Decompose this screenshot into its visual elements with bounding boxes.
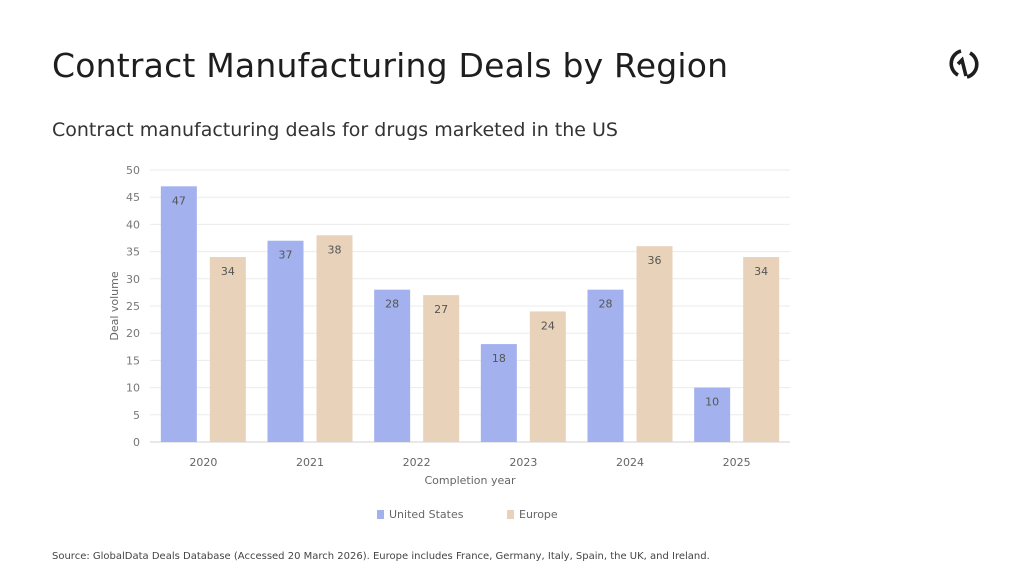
bar-united-states-2023 bbox=[480, 344, 517, 442]
x-tick-label: 2020 bbox=[189, 456, 217, 469]
bar-united-states-2020 bbox=[160, 186, 197, 442]
x-tick-label: 2023 bbox=[509, 456, 537, 469]
data-label: 18 bbox=[492, 352, 506, 365]
y-tick-label: 30 bbox=[126, 273, 140, 286]
x-tick-label: 2021 bbox=[296, 456, 324, 469]
data-label: 47 bbox=[172, 194, 186, 207]
data-label: 28 bbox=[385, 298, 399, 311]
source-note: Source: GlobalData Deals Database (Acces… bbox=[52, 551, 710, 562]
y-tick-label: 40 bbox=[126, 218, 140, 231]
legend-swatch bbox=[507, 510, 514, 519]
data-label: 28 bbox=[599, 298, 613, 311]
legend-label: United States bbox=[389, 508, 464, 521]
x-tick-label: 2025 bbox=[723, 456, 751, 469]
data-label: 38 bbox=[328, 243, 342, 256]
y-tick-label: 50 bbox=[126, 164, 140, 177]
data-label: 34 bbox=[221, 265, 235, 278]
chart-subtitle: Contract manufacturing deals for drugs m… bbox=[52, 119, 618, 141]
x-axis-title: Completion year bbox=[424, 474, 516, 487]
bar-united-states-2021 bbox=[267, 240, 304, 442]
page-title: Contract Manufacturing Deals by Region bbox=[52, 46, 729, 85]
bar-europe-2025 bbox=[743, 257, 780, 442]
bar-europe-2020 bbox=[209, 257, 246, 442]
data-label: 27 bbox=[434, 303, 448, 316]
bar-europe-2024 bbox=[636, 246, 673, 442]
y-axis-title: Deal volume bbox=[108, 271, 121, 341]
y-tick-label: 35 bbox=[126, 246, 140, 259]
data-label: 36 bbox=[648, 254, 662, 267]
data-label: 37 bbox=[279, 249, 293, 262]
bar-united-states-2024 bbox=[587, 289, 624, 442]
y-tick-label: 20 bbox=[126, 327, 140, 340]
data-label: 10 bbox=[705, 396, 719, 409]
legend-label: Europe bbox=[519, 508, 558, 521]
x-tick-label: 2022 bbox=[403, 456, 431, 469]
data-label: 34 bbox=[754, 265, 768, 278]
bar-europe-2021 bbox=[316, 235, 353, 442]
y-tick-label: 15 bbox=[126, 354, 140, 367]
y-tick-label: 10 bbox=[126, 382, 140, 395]
y-tick-label: 45 bbox=[126, 191, 140, 204]
y-tick-label: 25 bbox=[126, 300, 140, 313]
globaldata-logo-icon bbox=[949, 49, 979, 79]
bar-united-states-2025 bbox=[694, 387, 731, 442]
bar-europe-2022 bbox=[423, 295, 460, 442]
x-tick-label: 2024 bbox=[616, 456, 644, 469]
data-label: 24 bbox=[541, 319, 555, 332]
legend-swatch bbox=[377, 510, 384, 519]
y-tick-label: 0 bbox=[133, 436, 140, 449]
bar-united-states-2022 bbox=[374, 289, 411, 442]
bar-europe-2023 bbox=[529, 311, 566, 442]
y-tick-label: 5 bbox=[133, 409, 140, 422]
